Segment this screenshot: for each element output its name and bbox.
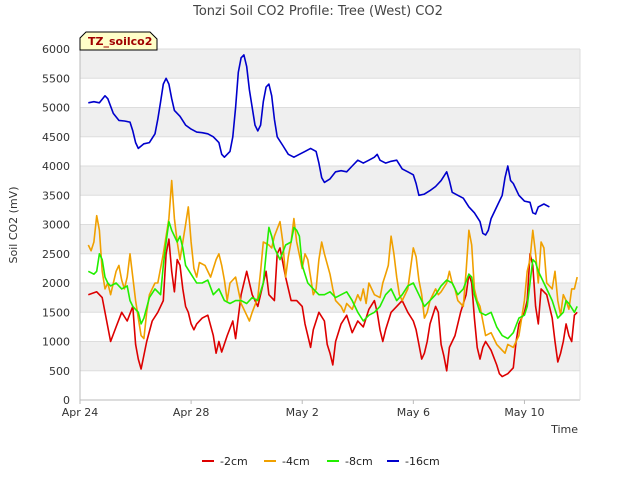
grid-bands: [80, 48, 580, 401]
series-line-2cm: [88, 238, 578, 378]
tag-badge-label: TZ_soilco2: [88, 35, 152, 48]
tag-badge-shape: [79, 31, 158, 51]
y-tick-label: 3500: [42, 189, 70, 202]
grid-band: [80, 224, 580, 254]
y-tick-label: 0: [63, 394, 70, 407]
legend: -2cm -4cm -8cm -16cm: [202, 455, 440, 468]
y-tick-label: 5000: [42, 102, 70, 115]
x-tick-label: Apr 28: [173, 406, 210, 419]
grid-band: [80, 166, 580, 196]
legend-label: -2cm: [220, 455, 248, 468]
y-tick-label: 500: [49, 365, 70, 378]
y-tick-label: 4000: [42, 160, 70, 173]
plot-frame: [79, 49, 581, 401]
grid-band: [80, 283, 580, 313]
y-tick-label: 3000: [42, 219, 70, 232]
y-tick-label: 1500: [42, 306, 70, 319]
legend-label: -4cm: [282, 455, 310, 468]
legend-item: -8cm: [327, 455, 373, 468]
y-tick-label: 1000: [42, 336, 70, 349]
y-tick-label: 2500: [42, 248, 70, 261]
x-tick-label: Apr 24: [62, 406, 99, 419]
grid-band: [80, 49, 580, 79]
y-axis-tick-labels: 0 500 1000 1500 2000 2500 3000 3500 4000 4500 5000…: [42, 43, 70, 407]
tag-badge: TZ_soilco2: [79, 31, 158, 51]
legend-label: -8cm: [345, 455, 373, 468]
x-axis-tick-labels: Apr 24 Apr 28 May 2 May 6 May 10: [62, 400, 545, 419]
y-tick-label: 5500: [42, 72, 70, 85]
grid-band: [80, 107, 580, 137]
legend-item: -2cm: [202, 455, 248, 468]
y-tick-label: 4500: [42, 131, 70, 144]
legend-label: -16cm: [405, 455, 440, 468]
series-line-4cm: [87, 179, 578, 354]
x-tick-label: May 10: [504, 406, 544, 419]
series-lines: [87, 54, 578, 378]
y-tick-label: 2000: [42, 277, 70, 290]
legend-item: -4cm: [264, 455, 310, 468]
x-tick-label: May 2: [286, 406, 319, 419]
series-line-8cm: [87, 220, 578, 340]
series-line-16cm: [88, 54, 550, 236]
y-axis-label: Soil CO2 (mV): [7, 187, 20, 264]
x-tick-label: May 6: [397, 406, 430, 419]
chart-title: Tonzi Soil CO2 Profile: Tree (West) CO2: [192, 4, 443, 19]
y-tick-label: 6000: [42, 43, 70, 56]
legend-item: -16cm: [387, 455, 440, 468]
x-axis-label: Time: [550, 423, 578, 436]
